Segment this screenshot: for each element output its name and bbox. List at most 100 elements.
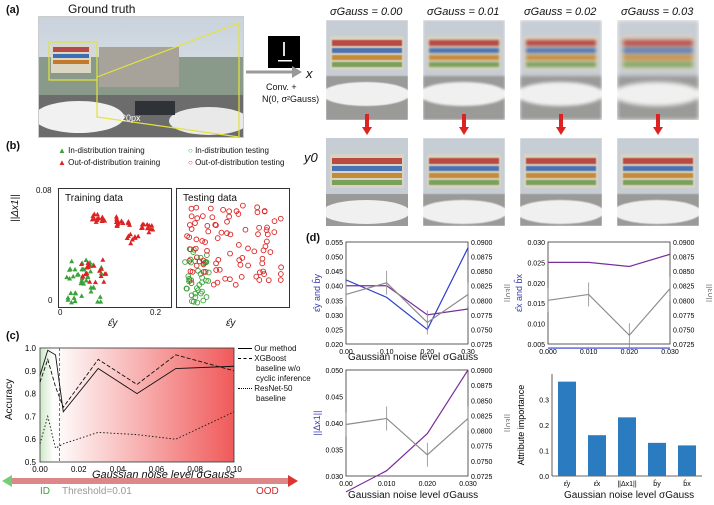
y-tick-label: 0.030 [325,474,343,481]
ood-arrow-head [288,475,298,487]
scatter-point [256,224,262,231]
legend-resnet-line2: baseline [256,394,286,403]
noisy-image-0 [326,20,408,120]
conv-label: Conv. + [266,82,297,92]
scatter-point [205,228,212,235]
scatter-point [245,262,251,269]
y-tick-label: 0.040 [325,284,343,291]
y-tick-label: 0.055 [325,240,343,247]
panel-c-letter: (c) [6,330,20,342]
y-tick-label: 0.5 [25,458,37,467]
scatter-point [226,208,232,215]
scatter-point [189,269,196,275]
scatter-point [98,273,104,278]
scatter-point [199,238,206,244]
scatter-point [261,208,268,215]
scatter-point [220,206,226,213]
scatter-point [232,281,239,288]
scatter-point [188,205,195,212]
y-right-tick-label: 0.0850 [673,269,695,276]
y-right-tick-label: 0.0875 [673,255,695,262]
recovered-image-3 [617,138,699,226]
scatter-point [199,213,206,219]
scatter-point [254,204,261,211]
scatter-xlabel-train: ε̂y [108,318,118,329]
scatter-point [194,215,201,222]
down-arrow-icon [459,114,469,136]
scatter-point [138,225,144,231]
scatter-point [265,277,272,284]
scatter-point [204,252,210,258]
x-tick-label: 0.00 [339,481,353,488]
scatter-point [114,217,120,222]
scatter-point [98,266,104,271]
series-line-1 [39,354,235,409]
x-tick-label: ε̂y [564,481,571,488]
y-tick-label: 0.050 [325,255,343,262]
y-tick-label: 0.025 [325,327,343,334]
scatter-point [78,261,84,267]
scatter-point [251,248,258,255]
panel-d-letter: (d) [306,232,321,244]
scatter-point [78,280,84,286]
training-title: Training data [65,193,123,204]
scatter-point [90,284,96,290]
scatter-point [203,294,210,300]
scatter-point [240,202,246,209]
d1-xlabel: Gaussian noise level σGauss [348,352,479,363]
legend-xgboost: XGBoost [238,354,318,364]
series-line-2 [39,411,235,450]
scatter-point [188,213,195,220]
scatter-point [101,279,107,284]
y-right-tick-label: 0.0775 [471,313,493,320]
bar [618,417,636,476]
scatter-point [200,261,207,268]
scatter-point [98,270,104,276]
recovered-image-0 [326,138,408,226]
scatter-point [213,267,220,273]
scatter-point [119,218,125,224]
y-tick-label: 0.020 [325,342,343,349]
y-tick-label: 0.7 [25,412,37,421]
scatter-point [100,257,106,262]
scatter-point [237,261,244,268]
scatter-point [204,247,210,254]
legend-ood-train: ▲ Out-of-distribution training [58,158,161,167]
scatter-point [97,294,103,299]
ood-label: OOD [256,486,279,497]
bar [648,442,666,476]
scatter-point [222,275,229,282]
scatter-point [91,263,97,268]
scatter-point [72,290,78,295]
scatter-point [242,226,249,233]
legend-ood-test: ○ Out-of-distribution testing [188,158,285,167]
y-axis-label: ε̂x and b̂x [514,273,524,312]
ground-truth-image: 20px [38,16,244,138]
scatter-point [135,233,141,239]
scatter-point [263,227,270,233]
y-right-tick-label: 0.0750 [673,327,695,334]
scatter-point [188,259,194,266]
scatter-point [99,214,105,220]
scatter-point [212,221,219,228]
scatter-point [204,222,211,229]
scatter-point [271,229,278,235]
y-tick-label: 0.035 [325,298,343,305]
accuracy-plot-area [39,347,235,463]
series-line-1 [548,253,671,268]
recovered-image-1 [423,138,505,226]
y-right-tick-label: 0.0825 [673,284,695,291]
ey-by-chart: 0.020 0.025 0.030 0.035 0.040 0.045 0.050 0.055… [312,240,510,356]
scatter-point [87,279,93,284]
accuracy-legend: Our method XGBoost baseline w/o cyclic i… [238,344,318,404]
noisy-image-1 [423,20,505,120]
accuracy-xlabel: Gaussian noise level σGauss [92,469,235,481]
scatter-point [235,242,242,248]
scatter-point [83,257,89,263]
scatter-point [88,268,94,274]
y-tick-label: 0.1 [539,449,549,456]
y-tick-label: 0.9 [25,367,37,376]
sigma-title-2: σGauss = 0.02 [524,6,597,18]
scatter-point [128,240,134,246]
scatter-point [224,230,230,237]
